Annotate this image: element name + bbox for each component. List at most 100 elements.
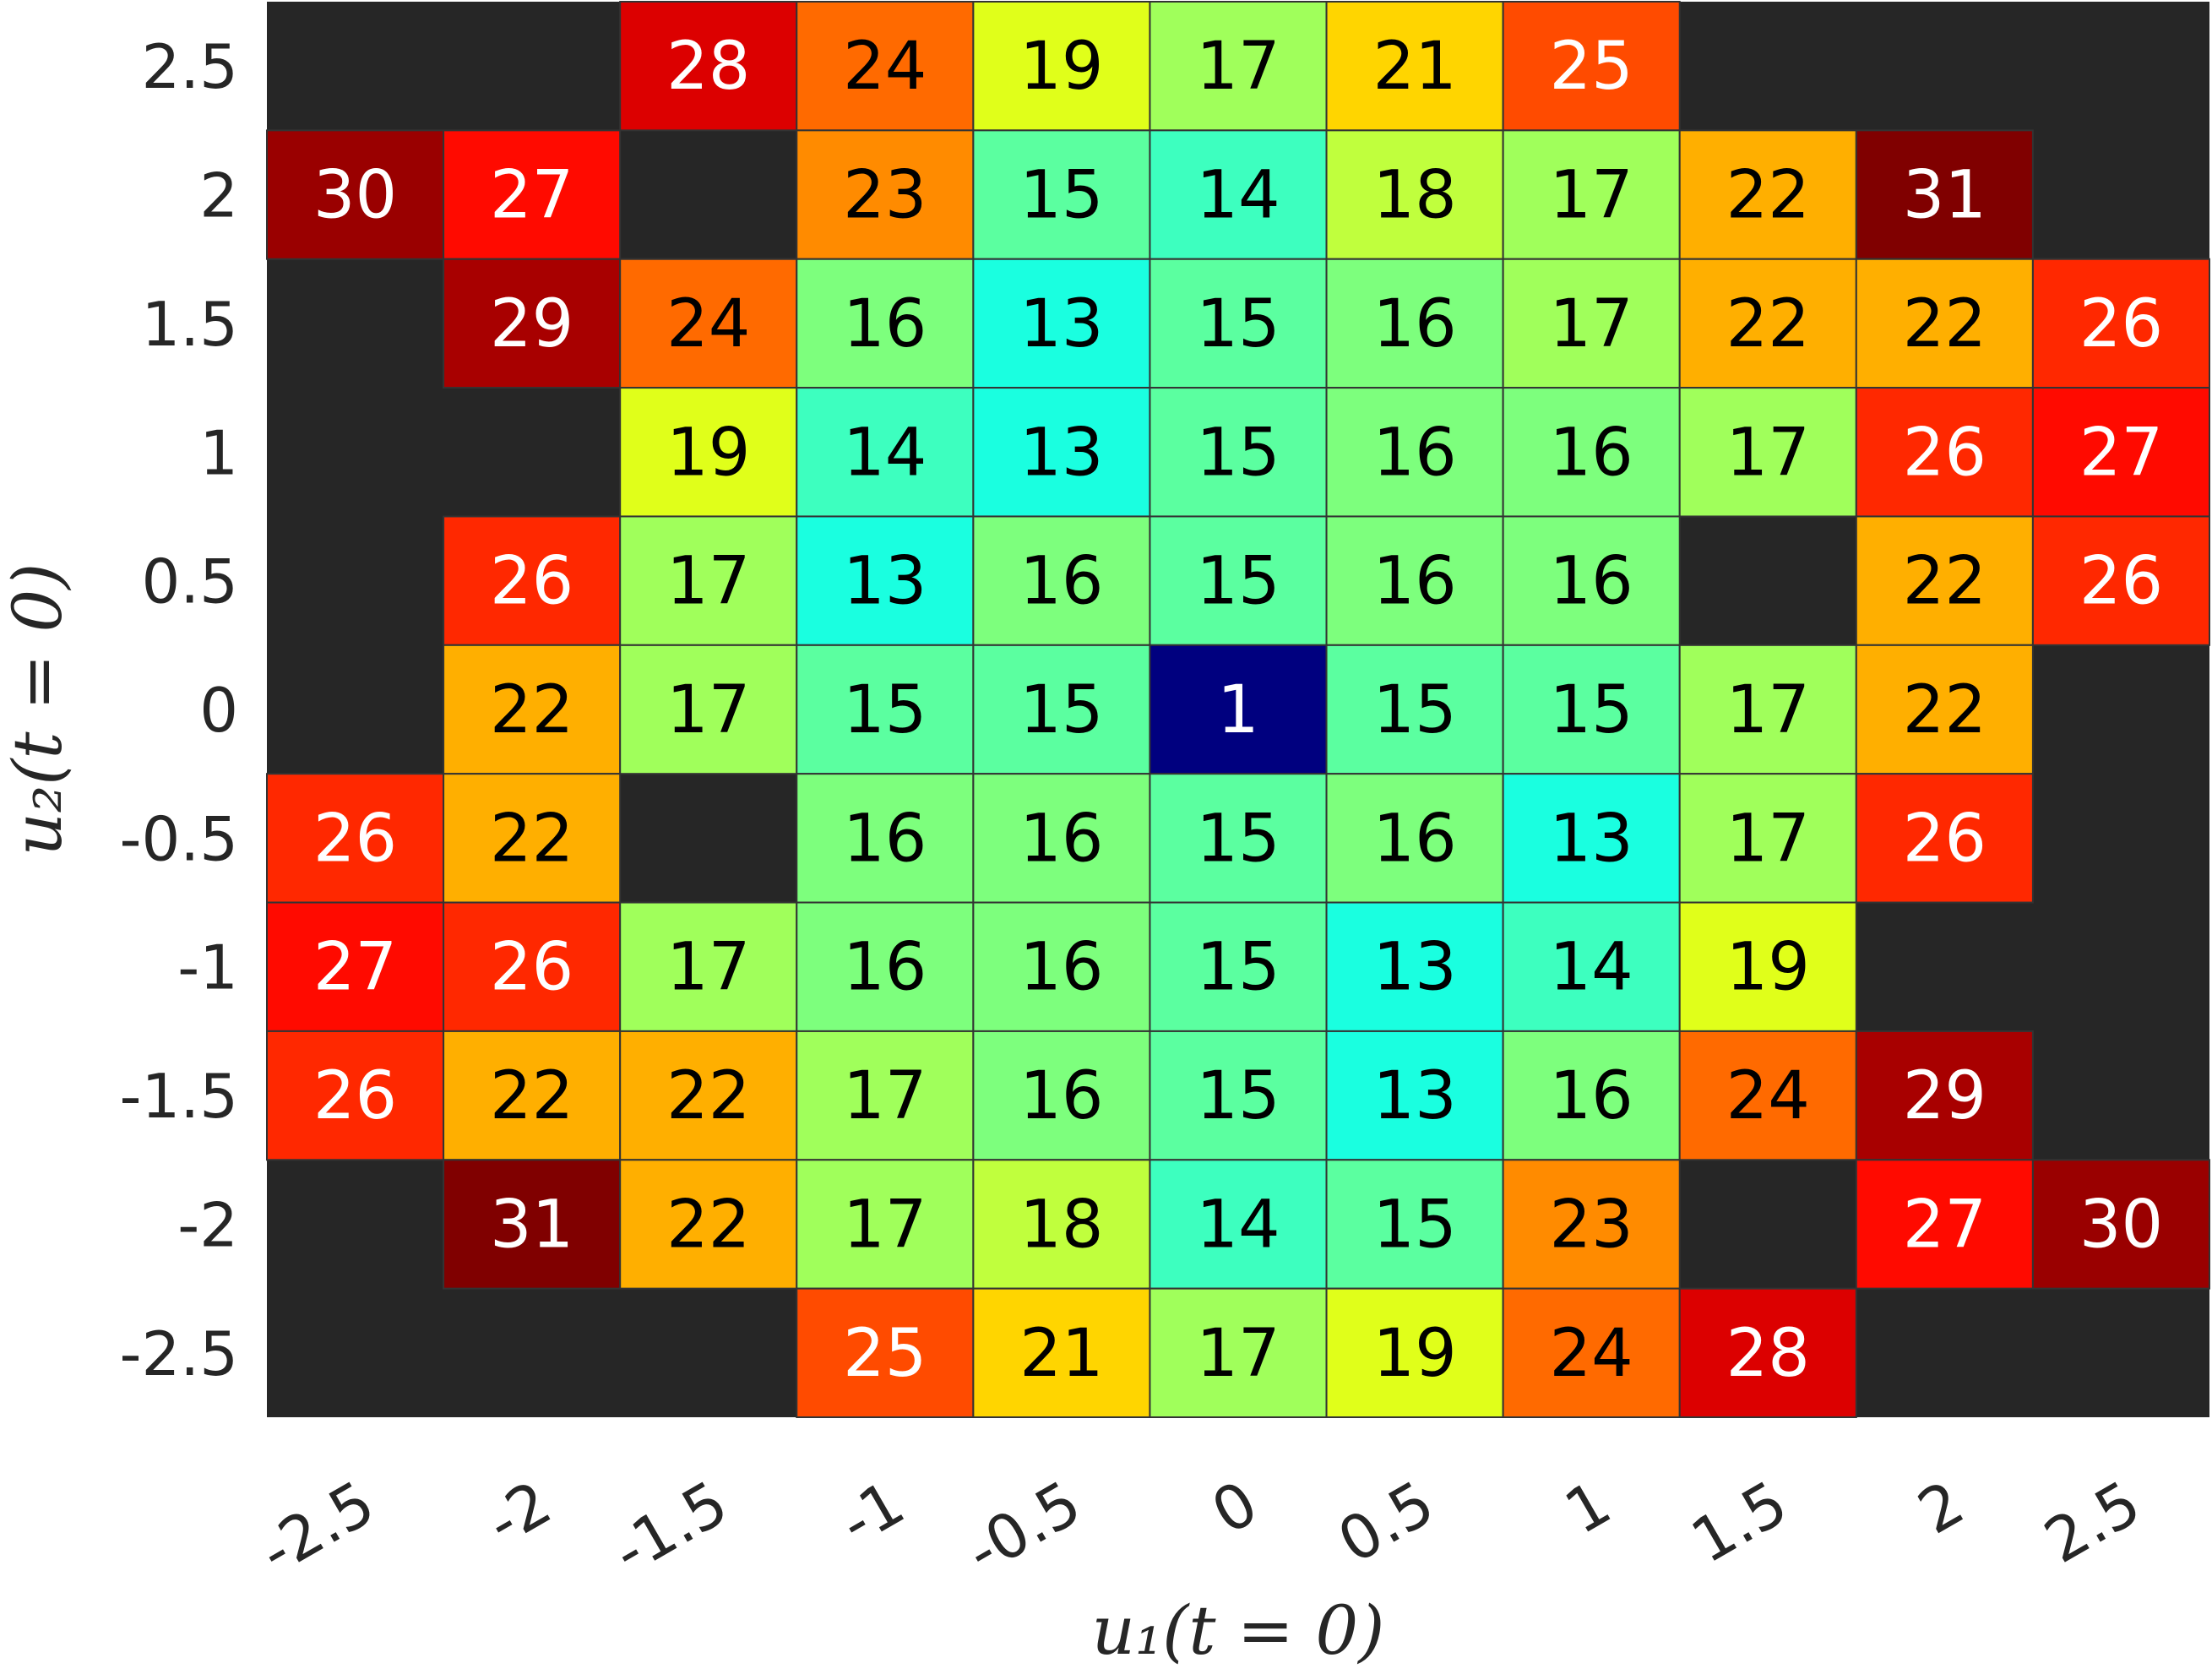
heatmap-cell: [1678, 901, 1857, 1032]
heatmap-cell: [2031, 387, 2211, 518]
cell-value-label: 17: [1550, 286, 1633, 362]
cell-value-label: 14: [1196, 1187, 1280, 1263]
cell-value-label: 16: [1019, 1058, 1103, 1134]
cell-value-label: 15: [1196, 930, 1280, 1006]
heatmap-cell: [972, 129, 1151, 260]
heatmap-cell: [1325, 258, 1504, 389]
heatmap-cell: [972, 515, 1151, 646]
cell-value-label: 21: [1019, 1316, 1103, 1392]
x-tick-label: -2: [475, 1467, 563, 1559]
y-tick-label: -1: [177, 932, 238, 1003]
cell-value-label: 16: [843, 930, 927, 1006]
heatmap-cells: [266, 1, 2211, 1418]
heatmap-cell: [1502, 773, 1681, 904]
heatmap-cell: [1149, 901, 1328, 1032]
heatmap-cell: [796, 1287, 975, 1418]
heatmap-cell: [619, 258, 798, 389]
cell-value-label: 22: [1726, 286, 1810, 362]
cell-value-label: 22: [666, 1058, 750, 1134]
heatmap-cell: [443, 1159, 622, 1290]
x-tick-label: 1.5: [1680, 1467, 1799, 1577]
heatmap-cell: [1502, 644, 1681, 775]
cell-value-label: 17: [1196, 1316, 1280, 1392]
y-tick-label: -2.5: [120, 1318, 238, 1389]
cell-value-label: 14: [843, 415, 927, 491]
heatmap-cell: [619, 1159, 798, 1290]
cell-value-label: 17: [843, 1058, 927, 1134]
cell-value-label: 29: [490, 286, 573, 362]
cell-value-label: 1: [1217, 672, 1259, 748]
heatmap-cell: [1502, 258, 1681, 389]
heatmap-cell: [1502, 1287, 1681, 1418]
heatmap-cell: [972, 258, 1151, 389]
cell-value-label: 22: [1903, 672, 1986, 748]
cell-value-label: 15: [1196, 1058, 1280, 1134]
heatmap-cell: [796, 901, 975, 1032]
heatmap-cell: [1149, 1030, 1328, 1161]
heatmap-cell: [266, 129, 445, 260]
cell-value-label: 15: [1196, 544, 1280, 620]
heatmap-cell: [619, 515, 798, 646]
heatmap-cell: [796, 129, 975, 260]
x-tick-label: -1.5: [601, 1467, 740, 1588]
heatmap-cell: [1325, 1030, 1504, 1161]
heatmap-cell: [266, 1030, 445, 1161]
heatmap-cell: [1502, 387, 1681, 518]
cell-value-label: 17: [1550, 158, 1633, 234]
cell-value-label: 16: [1372, 286, 1456, 362]
cell-value-label: 27: [490, 158, 573, 234]
x-tick-label: 0.5: [1326, 1467, 1445, 1577]
cell-value-label: 22: [1903, 544, 1986, 620]
cell-value-label: 26: [490, 544, 573, 620]
cell-value-label: 22: [490, 672, 573, 748]
cell-value-label: 23: [843, 158, 927, 234]
cell-value-label: 16: [1019, 801, 1103, 877]
y-tick-label: 0.5: [141, 546, 238, 617]
cell-value-label: 15: [1019, 672, 1103, 748]
x-axis-label: u₁(t = 0): [1092, 1591, 1385, 1670]
cell-value-label: 19: [1372, 1316, 1456, 1392]
cell-value-label: 15: [843, 672, 927, 748]
cell-value-label: 17: [666, 544, 750, 620]
heatmap-cell: [1678, 773, 1857, 904]
cell-value-label: 26: [2079, 286, 2163, 362]
x-tick-label: 2.5: [2033, 1467, 2152, 1577]
heatmap-cell: [1855, 1030, 2034, 1161]
cell-value-label: 17: [1726, 415, 1810, 491]
cell-value-label: 13: [843, 544, 927, 620]
heatmap-cell: [972, 1, 1151, 132]
heatmap-cell: [443, 901, 622, 1032]
cell-value-label: 15: [1019, 158, 1103, 234]
y-axis-ticks: 2.5 2 1.5 1 0.5 0 -0.5 -1 -1.5 -2 -2.5: [120, 31, 238, 1389]
cell-value-label: 17: [1726, 801, 1810, 877]
cell-value-label: 22: [1903, 286, 1986, 362]
heatmap-cell: [1325, 1159, 1504, 1290]
cell-value-label: 16: [843, 801, 927, 877]
cell-value-label: 31: [490, 1187, 573, 1263]
heatmap-cell: [1678, 644, 1857, 775]
heatmap-cell: [1855, 515, 2034, 646]
heatmap-cell: [1325, 129, 1504, 260]
y-tick-label: 2: [199, 160, 238, 231]
heatmap-cell: [1678, 258, 1857, 389]
heatmap-cell: [443, 773, 622, 904]
heatmap-cell: [1149, 1, 1328, 132]
cell-value-label: 17: [666, 930, 750, 1006]
heatmap-cell: [2031, 1159, 2211, 1290]
heatmap-cell-labels: 28 24 19 17 21 25 30 27 23 15 14 18 17 22 31 29 24 16 13 15…: [313, 29, 2163, 1392]
heatmap-cell: [443, 258, 622, 389]
cell-value-label: 19: [1726, 930, 1810, 1006]
cell-value-label: 13: [1372, 930, 1456, 1006]
cell-value-label: 15: [1196, 801, 1280, 877]
cell-value-label: 26: [1903, 801, 1986, 877]
heatmap-cell: [1325, 644, 1504, 775]
cell-value-label: 28: [1726, 1316, 1810, 1392]
y-tick-label: -1.5: [120, 1061, 238, 1132]
cell-value-label: 13: [1372, 1058, 1456, 1134]
heatmap-cell: [1149, 644, 1328, 775]
cell-value-label: 26: [1903, 415, 1986, 491]
cell-value-label: 30: [2079, 1187, 2163, 1263]
heatmap-cell: [1502, 901, 1681, 1032]
cell-value-label: 13: [1019, 415, 1103, 491]
heatmap-cell: [619, 644, 798, 775]
